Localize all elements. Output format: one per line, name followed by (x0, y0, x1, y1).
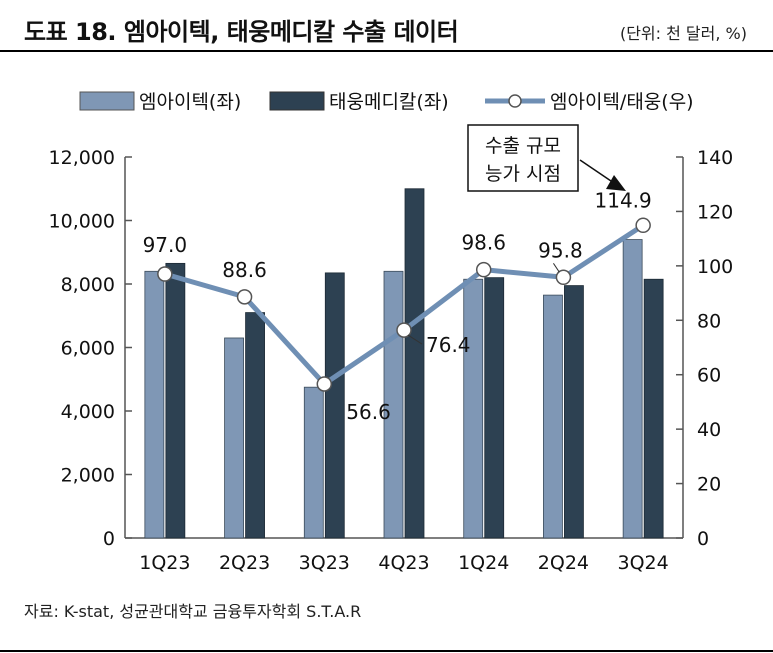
bar-series2 (165, 262, 186, 539)
y-left-tick-label: 12,000 (49, 147, 115, 169)
line-point (635, 217, 651, 234)
header-rule (0, 50, 773, 52)
annotation-arrow-head (606, 175, 626, 191)
bar-series1 (303, 386, 324, 539)
y-left-tick-label: 0 (103, 528, 115, 550)
data-label: 98.6 (461, 231, 506, 255)
bar-series1 (543, 294, 563, 539)
x-tick-label: 2Q23 (219, 552, 270, 574)
annotation-box (467, 124, 579, 192)
annotation-arrow-shaft (579, 159, 612, 182)
x-tick-label: 1Q23 (139, 552, 190, 574)
legend-swatch-series2 (269, 91, 325, 111)
unit-label: (단위: 천 달러, %) (619, 24, 747, 43)
line-point (555, 269, 572, 286)
bar-series1 (622, 239, 643, 539)
data-label: 95.8 (538, 238, 583, 262)
data-label: 76.4 (426, 333, 471, 357)
legend-label-series2: 태웅메디칼(좌) (329, 91, 449, 113)
legend-label-series1: 엠아이텍(좌) (139, 91, 241, 113)
annotation-line-2: 능가 시점 (485, 163, 561, 185)
x-tick-label: 1Q24 (458, 552, 509, 574)
label-leader (553, 263, 560, 273)
legend-swatch-series1 (79, 91, 135, 111)
y-left-tick-label: 2,000 (61, 465, 115, 487)
line-point (157, 266, 173, 282)
y-right-tick-label: 140 (697, 147, 733, 169)
x-tick-label: 3Q24 (618, 552, 669, 574)
y-left-tick-label: 8,000 (61, 274, 115, 296)
y-right-tick-label: 100 (697, 256, 733, 278)
line-point (316, 376, 333, 392)
chart-header: 도표 18. 엠아이텍, 태웅메디칼 수출 데이터 (단위: 천 달러, %) (0, 0, 773, 52)
y-right-tick-label: 60 (697, 365, 721, 387)
bar-series1 (224, 337, 244, 539)
bar-series2 (324, 272, 345, 539)
legend-label-series3: 엠아이텍/태웅(우) (550, 91, 694, 113)
bar-series2 (404, 188, 425, 539)
y-right-tick-label: 80 (697, 310, 721, 332)
chart-title: 도표 18. 엠아이텍, 태웅메디칼 수출 데이터 (24, 18, 459, 46)
source-note: 자료: K-stat, 성균관대학교 금융투자학회 S.T.A.R (24, 602, 362, 621)
bar-series1 (463, 278, 484, 539)
line-point (236, 289, 253, 305)
label-leader (407, 334, 423, 345)
data-label: 97.0 (143, 233, 188, 257)
bar-series2 (245, 312, 265, 539)
footer-rule (0, 650, 773, 652)
y-right-tick-label: 40 (697, 419, 721, 441)
data-label: 114.9 (595, 188, 652, 212)
line-point (475, 261, 492, 278)
y-right-tick-label: 20 (697, 474, 721, 496)
legend-marker-series3 (508, 94, 522, 108)
bar-series2 (484, 277, 505, 539)
data-label: 56.6 (346, 400, 391, 424)
y-right-tick-label: 0 (697, 528, 709, 550)
bar-series1 (144, 270, 165, 539)
x-tick-label: 3Q23 (299, 552, 350, 574)
bar-series2 (564, 285, 584, 539)
y-right-tick-label: 120 (697, 201, 733, 223)
line-point (396, 322, 412, 338)
bar-series2 (643, 278, 664, 539)
x-tick-label: 4Q23 (378, 552, 429, 574)
y-left-tick-label: 10,000 (49, 211, 115, 233)
y-left-tick-label: 6,000 (61, 338, 115, 360)
y-left-tick-label: 4,000 (61, 401, 115, 423)
data-label: 88.6 (222, 258, 267, 282)
annotation-line-1: 수출 규모 (485, 135, 561, 157)
x-tick-label: 2Q24 (538, 552, 589, 574)
